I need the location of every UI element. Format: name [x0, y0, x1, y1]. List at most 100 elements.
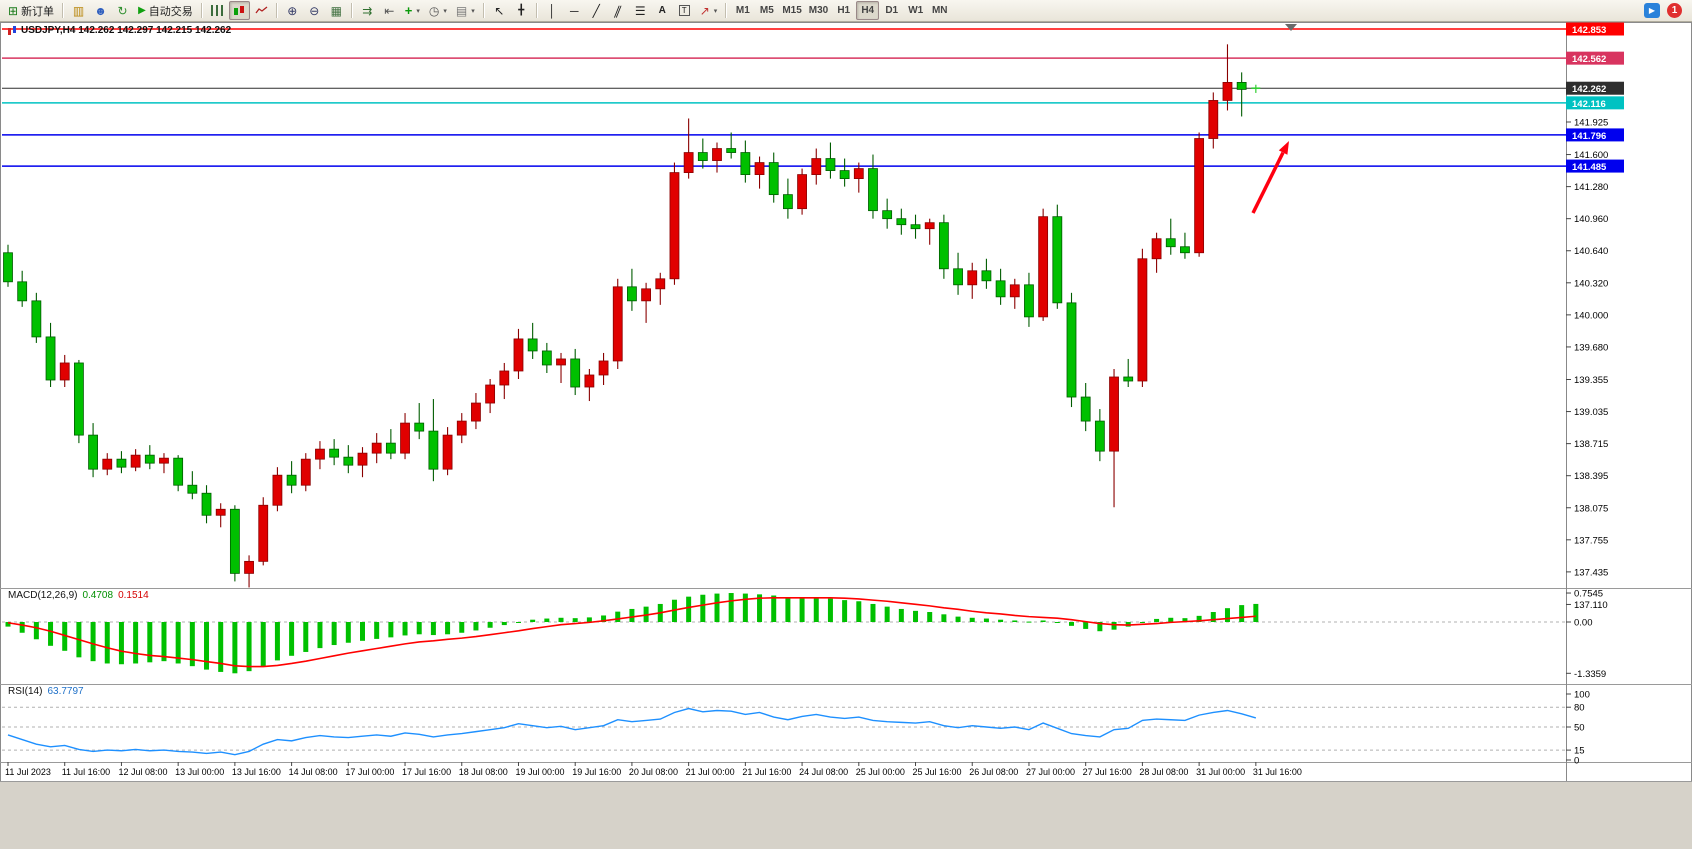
- line-chart-button[interactable]: [251, 1, 272, 20]
- up-trend-arrow[interactable]: [1251, 141, 1289, 214]
- label-button[interactable]: T: [674, 1, 695, 20]
- arrows-button[interactable]: ↗ ▾: [696, 1, 722, 20]
- timeframe-h1-button[interactable]: H1: [832, 1, 855, 20]
- macd-histogram-bar: [204, 622, 210, 670]
- zoom-in-button[interactable]: ⊕: [282, 1, 303, 20]
- time-tick-label: 12 Jul 08:00: [118, 767, 167, 777]
- zoom-out-button[interactable]: ⊖: [304, 1, 325, 20]
- time-axis[interactable]: 11 Jul 2023 11 Jul 16:00 12 Jul 08:00 13 Ju…: [5, 762, 1302, 777]
- macd-histogram-bar: [374, 622, 380, 639]
- timeframe-m15-button[interactable]: M15: [779, 1, 804, 20]
- trendline-button[interactable]: ╱: [586, 1, 607, 20]
- templates-button[interactable]: ▤ ▾: [452, 1, 479, 20]
- cursor-icon: ↖: [494, 3, 505, 18]
- rsi-indicator-label: RSI(14) 63.7797: [8, 686, 84, 697]
- candle-body: [1038, 216, 1049, 318]
- candle-body: [612, 286, 623, 362]
- community-icon[interactable]: ▶: [1644, 3, 1660, 18]
- macd-histogram-bar: [345, 622, 351, 643]
- macd-histogram-bar: [133, 622, 139, 664]
- candle-body: [697, 152, 708, 161]
- timeframe-w1-button[interactable]: W1: [904, 1, 927, 20]
- arrow-shaft[interactable]: [1251, 151, 1285, 214]
- dropdown-arrow-icon: ▾: [443, 7, 447, 15]
- macd-histogram-bar: [161, 622, 167, 662]
- macd-histogram-bar: [515, 622, 521, 623]
- time-tick-label: 21 Jul 00:00: [686, 767, 735, 777]
- fibonacci-button[interactable]: ☰: [630, 1, 651, 20]
- macd-name: MACD(12,26,9): [8, 590, 78, 601]
- tile-windows-button[interactable]: ▦: [326, 1, 347, 20]
- candle-body: [527, 338, 538, 352]
- text-tool-icon: A: [658, 4, 666, 16]
- time-tick-label: 13 Jul 16:00: [232, 767, 281, 777]
- timeframe-mn-button[interactable]: MN: [928, 1, 951, 20]
- timeframe-m5-button[interactable]: M5: [755, 1, 778, 20]
- macd-histogram-bar: [1026, 621, 1032, 623]
- bar-chart-button[interactable]: [207, 1, 228, 20]
- macd-histogram-bar: [1196, 615, 1202, 622]
- time-tick-label: 27 Jul 00:00: [1026, 767, 1075, 777]
- candle-body: [1109, 376, 1119, 452]
- indicators-button[interactable]: + ▾: [401, 1, 424, 20]
- dropdown-arrow-icon: ▾: [471, 7, 475, 15]
- autotrading-button[interactable]: ▶ 自动交易: [134, 1, 197, 20]
- candle-body: [641, 288, 651, 302]
- horizontal-line-button[interactable]: ─: [564, 1, 585, 20]
- price-tick-label: 138.075: [1574, 503, 1608, 514]
- time-tick-label: 21 Jul 16:00: [742, 767, 791, 777]
- macd-histogram-bar: [246, 622, 252, 672]
- time-tick-label: 20 Jul 08:00: [629, 767, 678, 777]
- time-tick-label: 14 Jul 08:00: [289, 767, 338, 777]
- auto-scroll-button[interactable]: ⇉: [357, 1, 378, 20]
- price-tick-label: 137.435: [1574, 567, 1608, 578]
- candle-body: [1066, 302, 1077, 398]
- refresh-button[interactable]: ↻: [112, 1, 133, 20]
- candles-layer: [3, 44, 1261, 588]
- candle-body: [116, 458, 127, 468]
- price-tag-142.262: [1566, 81, 1624, 95]
- navigator-button[interactable]: ☻: [90, 1, 111, 20]
- vertical-line-button[interactable]: │: [542, 1, 563, 20]
- channel-button[interactable]: ∥: [608, 1, 629, 20]
- candle-body: [655, 278, 666, 290]
- candle-body: [541, 350, 552, 366]
- timeframe-m30-button[interactable]: M30: [806, 1, 831, 20]
- price-tag-label: 142.562: [1572, 54, 1606, 65]
- periods-button[interactable]: ◷ ▾: [425, 1, 451, 20]
- macd-histogram-bar: [530, 619, 536, 622]
- macd-histogram-bar: [289, 622, 295, 656]
- candle-body: [783, 194, 793, 210]
- candle-body: [442, 434, 453, 470]
- notifications-badge[interactable]: 1: [1667, 3, 1682, 18]
- cursor-button[interactable]: ↖: [489, 1, 510, 20]
- timeframe-d1-button[interactable]: D1: [880, 1, 903, 20]
- price-tag-label: 141.485: [1572, 162, 1607, 173]
- price-axis[interactable]: 141.925 141.600 141.280 140.960 140.640 140.3…: [1566, 117, 1608, 611]
- price-tick-label: 140.320: [1574, 278, 1608, 289]
- macd-histogram-bar: [303, 622, 309, 652]
- candle-body: [1236, 82, 1247, 90]
- toolbar-separator: [275, 3, 278, 18]
- candle-body: [414, 422, 425, 432]
- new-order-button[interactable]: ⊞ 新订单: [4, 1, 58, 20]
- crosshair-button[interactable]: ╋: [511, 1, 532, 20]
- candle-body: [882, 210, 893, 220]
- macd-histogram-bar: [558, 617, 564, 622]
- candle-body: [485, 384, 496, 404]
- chart-window[interactable]: [0, 22, 1692, 781]
- timeframe-h4-button[interactable]: H4: [856, 1, 880, 20]
- macd-histogram-bar: [1083, 622, 1089, 629]
- chart-shift-button[interactable]: ⇤: [379, 1, 400, 20]
- macd-histogram-bar: [742, 593, 748, 622]
- market-watch-button[interactable]: ▥: [68, 1, 89, 20]
- candle-body: [683, 152, 694, 173]
- chart-shift-icon: ⇤: [384, 3, 395, 18]
- candlestick-chart-button[interactable]: [228, 1, 250, 20]
- template-icon: ▤: [455, 3, 468, 18]
- price-tick-label: 137.755: [1574, 535, 1608, 546]
- macd-histogram-bar: [147, 622, 153, 663]
- text-button[interactable]: A: [652, 1, 673, 20]
- timeframe-m1-button[interactable]: M1: [731, 1, 754, 20]
